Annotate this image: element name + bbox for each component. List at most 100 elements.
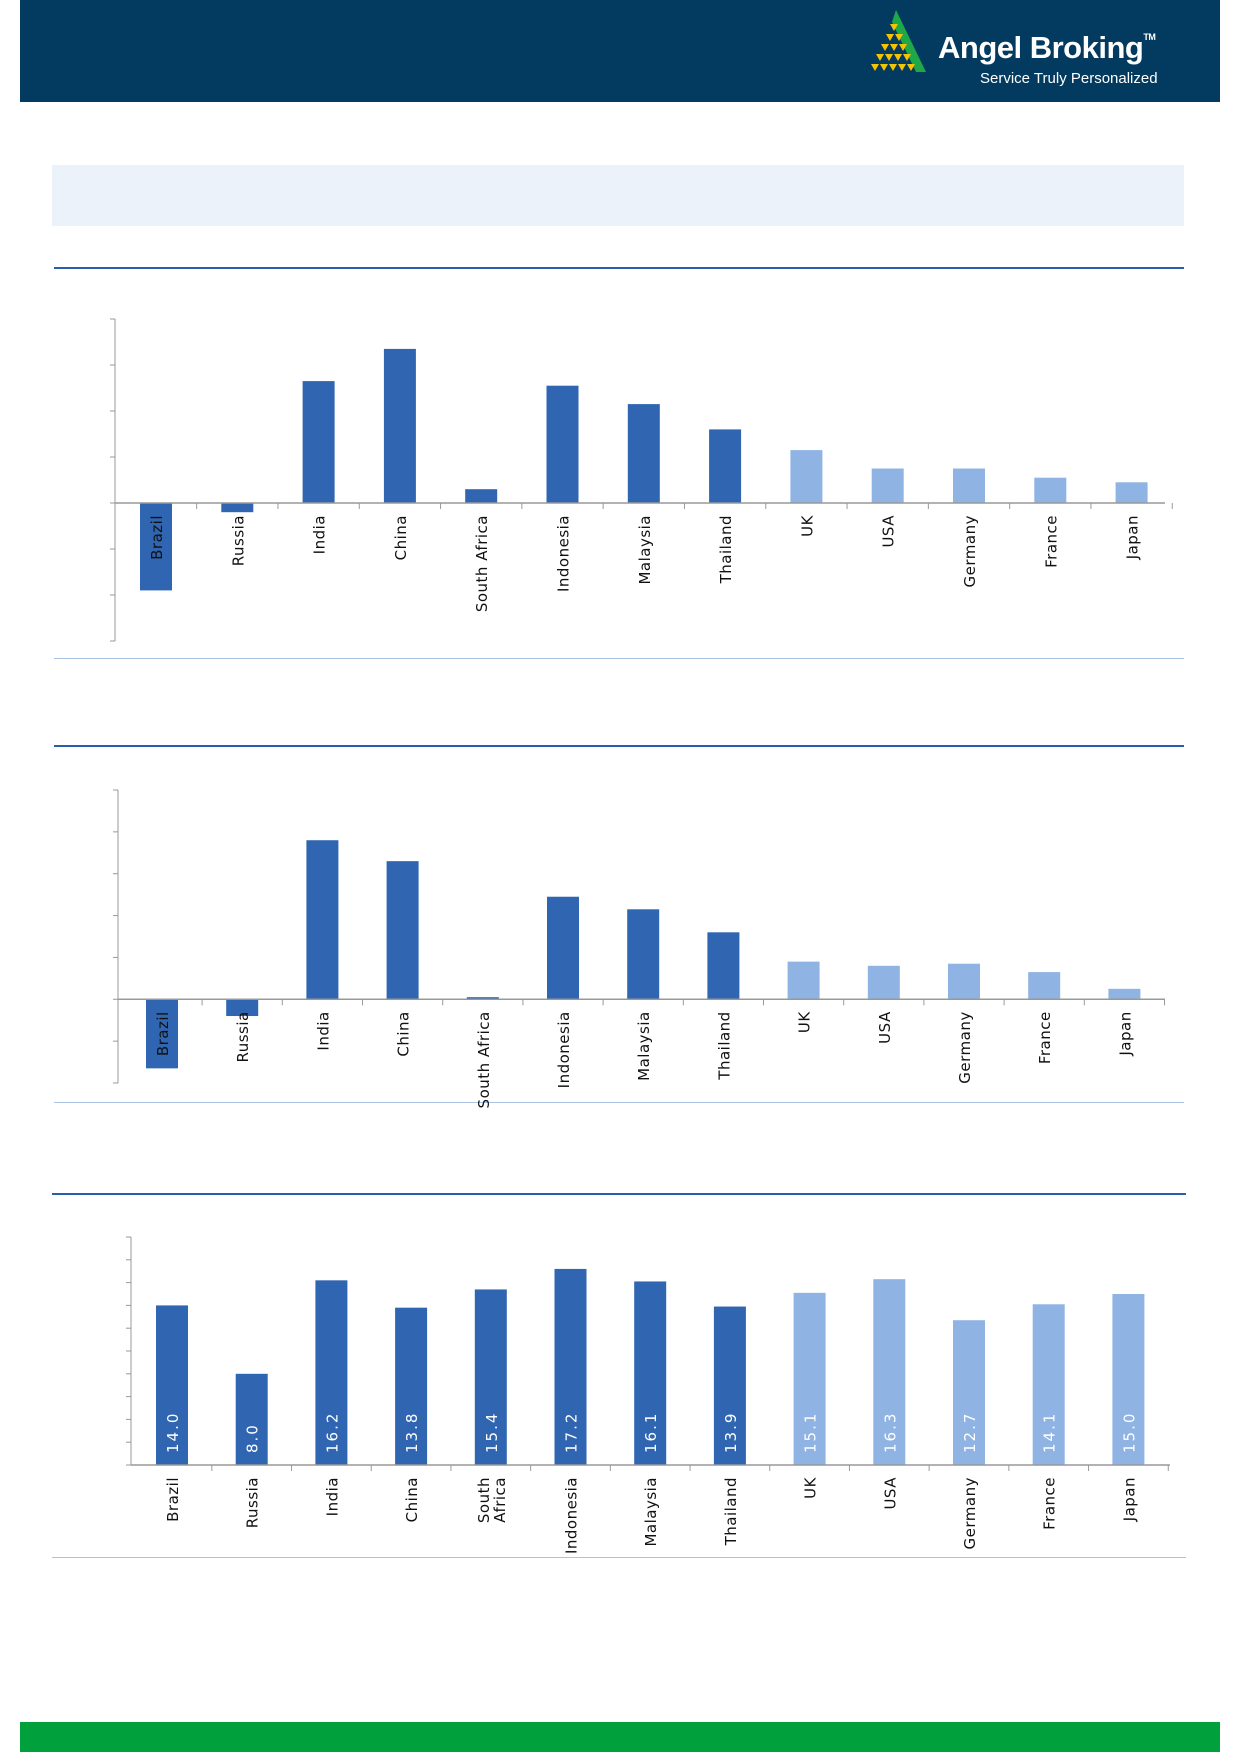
bar-germany	[953, 1320, 985, 1465]
bar-usa	[871, 468, 904, 503]
x-tick-label: China	[395, 1011, 413, 1056]
brand-name: Angel BrokingTM	[938, 30, 1156, 66]
data-label: 13.9	[722, 1412, 740, 1453]
x-tick-label: Russia	[244, 1477, 262, 1528]
x-tick-label: Japan	[1116, 1011, 1134, 1056]
bar-usa	[867, 965, 900, 1000]
bar-france	[1028, 972, 1061, 1000]
x-tick-label: France	[1036, 1011, 1054, 1064]
bar-china	[383, 348, 416, 503]
bar-france	[1032, 1304, 1065, 1465]
bar-indonesia	[546, 385, 579, 503]
x-tick-label: Malaysia	[642, 1477, 660, 1547]
x-tick-label: UK	[796, 1011, 814, 1033]
bar-japan	[1115, 482, 1148, 503]
footer-bar	[20, 1722, 1220, 1752]
bar-uk	[790, 450, 823, 503]
x-tick-label: Thailand	[722, 1477, 740, 1546]
bar-india	[302, 381, 335, 503]
brand-name-text: Angel Broking	[938, 30, 1144, 65]
bar-brazil	[156, 1305, 188, 1465]
brand-logo: Angel BrokingTM Service Truly Personaliz…	[868, 10, 1178, 92]
x-tick-label: Russia	[229, 515, 247, 566]
x-tick-label: USA	[880, 515, 898, 548]
x-tick-label: Malaysia	[636, 515, 654, 585]
bar-malaysia	[634, 1281, 667, 1465]
x-tick-label: Brazil	[154, 1011, 172, 1056]
x-tick-label: Indonesia	[555, 515, 573, 592]
bar-indonesia	[554, 1268, 587, 1465]
bar-south-africa	[474, 1289, 507, 1465]
data-label: 15.1	[802, 1412, 820, 1453]
x-tick-label: USA	[881, 1477, 899, 1510]
data-label: 16.3	[881, 1412, 899, 1453]
x-tick-label: France	[1041, 1477, 1059, 1530]
bar-brazil	[140, 503, 172, 591]
x-tick-label: Germany	[961, 515, 979, 587]
x-tick-label: Germany	[961, 1477, 979, 1549]
bar-uk	[793, 1292, 826, 1465]
bar-india	[315, 1280, 348, 1465]
x-tick-label: UK	[802, 1476, 820, 1498]
chart-1-top-rule	[54, 267, 1184, 269]
bar-malaysia	[627, 404, 660, 503]
data-label: 8.0	[244, 1423, 262, 1453]
trademark: TM	[1143, 32, 1156, 42]
chart-3-bottom-rule	[52, 1557, 1186, 1558]
bar-germany	[953, 468, 985, 503]
x-tick-label: Germany	[956, 1011, 974, 1083]
x-tick-label: Russia	[234, 1011, 252, 1062]
data-label: 13.8	[403, 1412, 421, 1453]
bar-indonesia	[547, 896, 579, 1000]
bar-thailand	[713, 1306, 746, 1465]
bar-russia	[221, 503, 254, 513]
bar-usa	[873, 1279, 906, 1465]
bar-japan	[1108, 988, 1141, 1000]
bar-germany	[948, 963, 980, 1000]
x-tick-label: UK	[798, 514, 816, 536]
bar-south-africa	[466, 997, 499, 1000]
bar-france	[1034, 477, 1067, 503]
chart-3-top-rule	[52, 1193, 1186, 1195]
data-label: 17.2	[563, 1412, 581, 1453]
x-tick-label: Indonesia	[555, 1011, 573, 1088]
x-tick-label: Thailand	[717, 515, 735, 584]
x-tick-label: India	[314, 1011, 332, 1050]
x-tick-label: China	[392, 515, 410, 560]
chart-2-bottom-rule	[54, 1102, 1184, 1103]
bar-malaysia	[627, 909, 660, 1000]
data-label: 14.1	[1041, 1412, 1059, 1453]
title-banner	[52, 165, 1184, 226]
data-label: 12.7	[961, 1412, 979, 1453]
x-tick-label: Japan	[1124, 515, 1142, 560]
x-tick-label: Thailand	[715, 1011, 733, 1080]
bar-thailand	[709, 429, 742, 503]
bar-south-africa	[465, 489, 498, 503]
bar-russia	[226, 999, 259, 1017]
bar-china	[395, 1307, 428, 1465]
bar-japan	[1112, 1294, 1145, 1465]
chart-2-top-rule	[54, 745, 1184, 747]
page-header: Angel BrokingTM Service Truly Personaliz…	[20, 0, 1220, 102]
chart-1-bottom-rule	[54, 658, 1184, 659]
x-tick-label: France	[1042, 515, 1060, 568]
bar-brazil	[146, 999, 178, 1069]
x-tick-label: Japan	[1120, 1477, 1138, 1522]
x-tick-label: South Africa	[475, 1011, 493, 1108]
data-label: 15.4	[483, 1412, 501, 1453]
x-tick-label: Brazil	[148, 515, 166, 560]
x-tick-label: USA	[876, 1011, 894, 1044]
data-label: 14.0	[164, 1412, 182, 1453]
brand-tagline: Service Truly Personalized	[980, 70, 1158, 87]
angel-triangle-logo-icon	[871, 10, 926, 72]
bar-uk	[787, 961, 820, 1000]
data-label: 15.0	[1120, 1412, 1138, 1453]
x-tick-label: China	[403, 1477, 421, 1522]
x-tick-label: South Africa	[473, 515, 491, 612]
x-tick-label: Malaysia	[635, 1011, 653, 1081]
data-label: 16.1	[642, 1412, 660, 1453]
x-tick-label: India	[323, 1477, 341, 1516]
